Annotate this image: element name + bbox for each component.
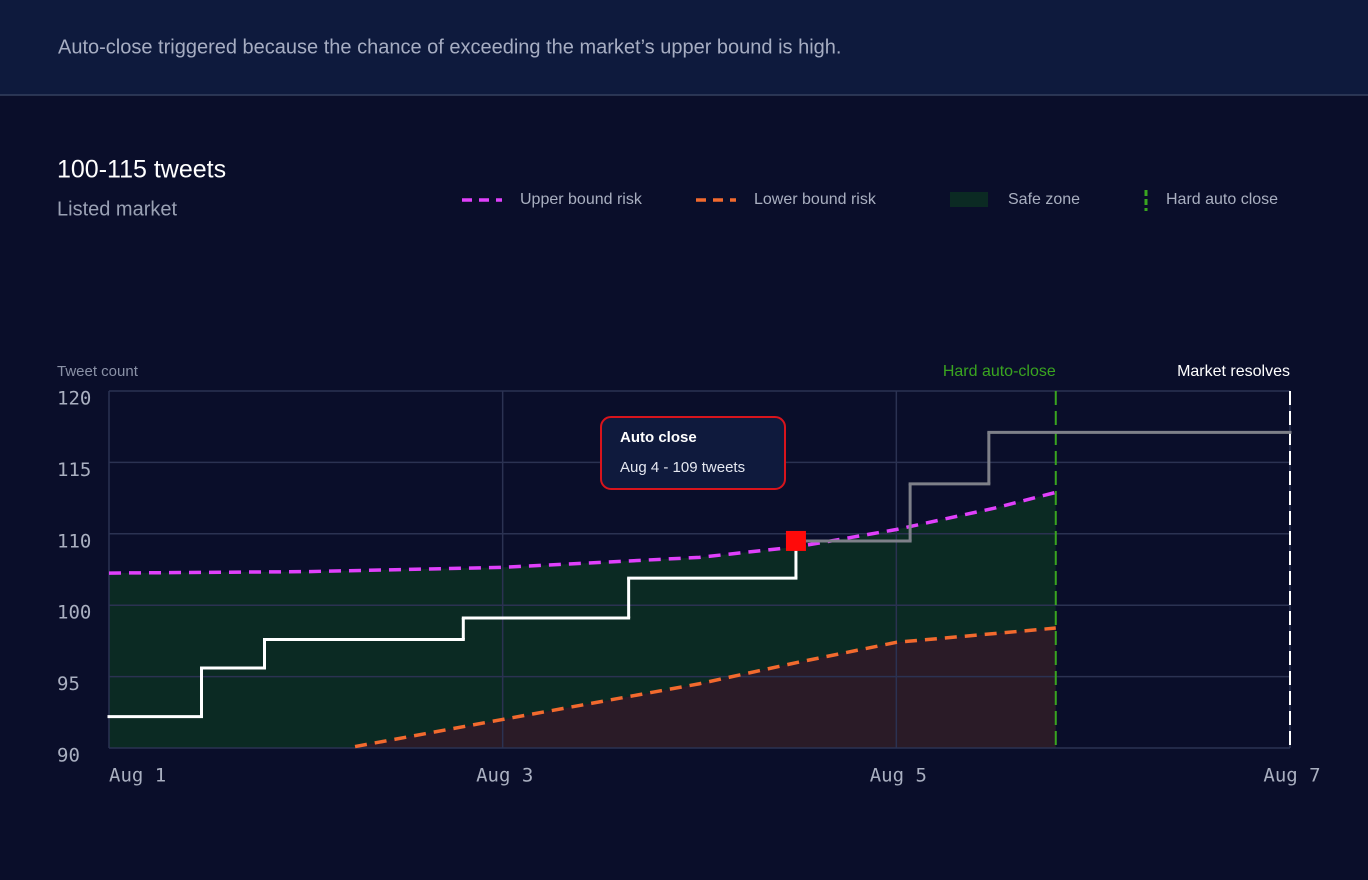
y-tick-label: 120 bbox=[57, 388, 91, 410]
legend-label: Safe zone bbox=[1008, 191, 1080, 208]
safe-zone bbox=[109, 492, 1056, 748]
auto-close-marker bbox=[785, 530, 806, 551]
risk-line bbox=[108, 490, 1057, 575]
risk-zone bbox=[355, 628, 1056, 748]
y-axis-label: Tweet count bbox=[57, 363, 139, 380]
x-tick-label: Aug 5 bbox=[870, 765, 927, 787]
legend-swatch bbox=[950, 192, 988, 207]
header-text: Auto-close triggered because the chance … bbox=[58, 36, 841, 58]
tooltip: Auto close Aug 4 - 109 tweets bbox=[600, 416, 786, 490]
header-band bbox=[0, 0, 1368, 95]
chart-title: 100-115 tweets bbox=[57, 156, 226, 184]
tooltip-text: Aug 4 - 109 tweets bbox=[620, 459, 745, 476]
tooltip-title: Auto close bbox=[620, 429, 697, 446]
tooltip-box bbox=[600, 416, 786, 490]
x-tick-label: Aug 3 bbox=[476, 765, 533, 787]
x-tick-label: Aug 7 bbox=[1263, 765, 1320, 787]
y-tick-label: 100 bbox=[57, 602, 91, 624]
risk-line bbox=[354, 626, 1056, 749]
y-tick-label: 95 bbox=[57, 673, 80, 695]
chart-subtitle: Listed market bbox=[57, 198, 177, 220]
y-tick-label: 90 bbox=[57, 745, 80, 767]
legend-label: Hard auto close bbox=[1166, 191, 1278, 208]
y-tick-label: 110 bbox=[57, 530, 91, 552]
y-tick-label: 115 bbox=[57, 459, 91, 481]
x-tick-label: Aug 1 bbox=[109, 765, 166, 787]
legend-label: Upper bound risk bbox=[520, 191, 643, 208]
legend-label: Lower bound risk bbox=[754, 191, 877, 208]
event-label: Market resolves bbox=[1177, 363, 1290, 380]
event-label: Hard auto-close bbox=[943, 363, 1056, 380]
